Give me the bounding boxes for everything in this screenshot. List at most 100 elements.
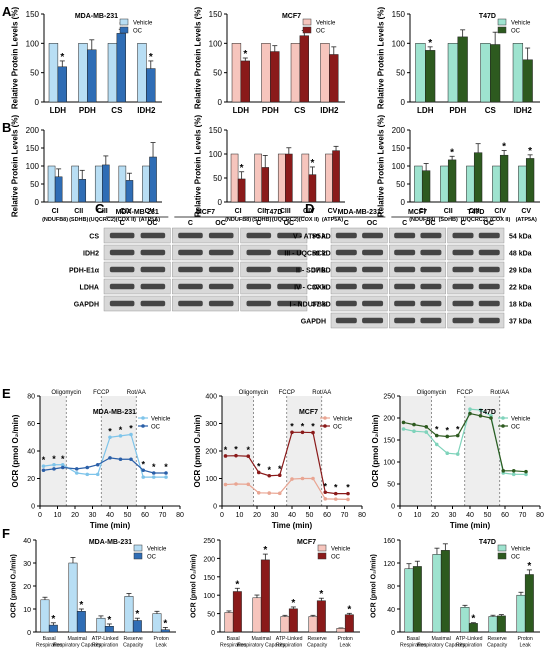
blot-strip (172, 278, 239, 295)
legend-swatch (119, 26, 129, 34)
significance-star: * (291, 598, 295, 609)
blot-band (109, 283, 135, 290)
injection-label: FCCP (93, 390, 109, 396)
point-oc (346, 491, 350, 496)
y-axis-title: OCR (pmol O₂/min) (11, 414, 20, 487)
blot-band (420, 300, 442, 307)
point-oc (118, 457, 123, 462)
y-tick-label: 0 (35, 198, 40, 207)
blot-band (394, 283, 416, 290)
blot-strip (240, 244, 308, 261)
category-label: IDH2 (514, 106, 533, 115)
y-tick-label: 0 (401, 98, 406, 107)
bar-oc (447, 159, 457, 203)
y-tick-label: 150 (26, 144, 40, 153)
significance-star: * (435, 425, 439, 435)
significance-star: * (240, 163, 244, 174)
phase-shade (40, 396, 67, 506)
legend-label: OC (316, 29, 326, 35)
point-oc (524, 469, 528, 474)
y-tick-label: 20 (23, 584, 31, 591)
significance-star: * (257, 461, 261, 471)
significance-star: * (528, 146, 532, 157)
y-tick-label: 50 (213, 174, 222, 183)
point-oc (445, 434, 450, 439)
category-label: CI (235, 208, 242, 215)
point-vehicle (424, 430, 429, 434)
blot-protein-label: III - UQCRC2 (284, 251, 326, 258)
bar-oc (499, 154, 509, 203)
injection-label: Oligomycin (239, 390, 269, 396)
bar-oc (54, 176, 63, 203)
panel-letter-f: F (2, 526, 10, 541)
y-tick-label: 160 (383, 538, 395, 545)
bar-oc (421, 170, 431, 203)
y-axis-title: Relative Protein Levels (%) (377, 115, 386, 218)
category-sublabel: (UQCRC2) (89, 217, 116, 223)
blot-band (140, 283, 166, 290)
category-label: CII (257, 208, 266, 215)
significance-star: * (224, 445, 228, 455)
bar-vehicle (460, 607, 470, 633)
bar-oc (525, 158, 535, 203)
y-tick-label: 60 (27, 421, 35, 428)
category-label: Respiratory Capacity (237, 643, 286, 649)
blot-strip (172, 227, 239, 244)
significance-star: * (263, 545, 267, 556)
injection-label: FCCP (279, 390, 295, 396)
blot-band (208, 232, 234, 239)
bar-oc (440, 550, 450, 633)
blot-cell-label: MCF7 (408, 209, 427, 216)
y-axis-title: Relative Protein Levels (%) (377, 7, 386, 110)
blot-band (246, 283, 272, 290)
legend-swatch (497, 26, 507, 34)
y-axis-title: Relative Protein Levels (%) (194, 7, 203, 110)
bar-vehicle (414, 165, 423, 203)
blot-strip (447, 244, 505, 261)
point-oc (323, 490, 328, 495)
blot-lane-label: OC (367, 220, 378, 227)
y-axis-title: Relative Protein Levels (%) (11, 7, 20, 110)
blot-lane-label: OC (215, 220, 226, 227)
blot-strip (240, 227, 308, 244)
point-vehicle (478, 408, 483, 412)
legend-label: Vehicle (331, 547, 351, 553)
chart-e1: Oligomycin FCCP Rot/AA 0 20 40 60 80 0 10 20 30 40 50… (11, 390, 184, 530)
point-oc (455, 433, 460, 438)
category-label: CS (111, 106, 123, 115)
significance-star: * (311, 422, 315, 432)
x-tick-label: 50 (124, 512, 132, 519)
blot-kda-label: 37 kDa (312, 268, 335, 275)
y-tick-label: 150 (209, 10, 223, 19)
significance-star: * (319, 589, 323, 600)
y-tick-label: 200 (383, 416, 395, 423)
significance-star: * (301, 421, 305, 431)
bar-oc (146, 68, 156, 103)
y-tick-label: 0 (218, 198, 223, 207)
blot-kda-label: 37 kDa (509, 319, 532, 326)
bar-vehicle (47, 165, 56, 203)
injection-label: Rot/AA (490, 390, 509, 396)
bar-oc (104, 626, 114, 633)
y-tick-label: 40 (23, 538, 31, 545)
category-sublabel: (ATP5A) (139, 217, 160, 223)
blot-band (178, 266, 203, 273)
significance-star: * (164, 462, 168, 472)
y-tick-label: 250 (203, 538, 215, 545)
y-tick-label: 20 (27, 476, 35, 483)
blot-lane-label: C (188, 220, 193, 227)
bar-vehicle (68, 562, 78, 633)
legend-marker (323, 416, 327, 420)
point-oc (311, 430, 315, 435)
bar-oc (496, 615, 506, 633)
point-oc (511, 469, 516, 473)
blot-band (335, 283, 357, 290)
blot-protein-label: V - ATP5A (293, 234, 326, 241)
blot-band (420, 266, 442, 273)
category-sublabel: (ATP5A) (322, 217, 343, 223)
category-label: Basal (43, 636, 56, 642)
legend-label: Vehicle (151, 417, 171, 423)
bar-vehicle (142, 165, 150, 203)
blot-kda-label: 29 kDa (509, 268, 532, 275)
